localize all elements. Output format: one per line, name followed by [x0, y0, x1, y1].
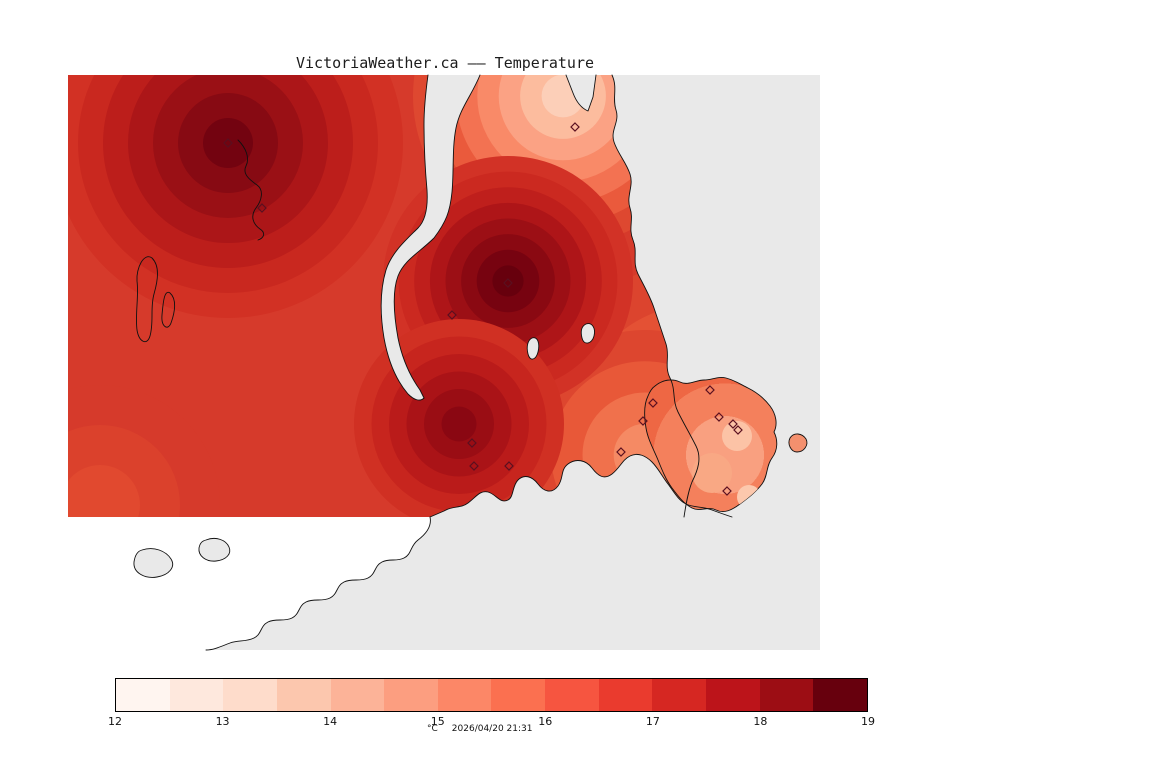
colorbar-segment [169, 679, 224, 711]
contour-band-corner-soft [68, 465, 140, 517]
station-marker [469, 461, 479, 471]
colorbar-segment [598, 679, 653, 711]
lake [526, 337, 540, 360]
station-marker [616, 447, 626, 457]
station-marker [648, 398, 658, 408]
station-marker [467, 438, 477, 448]
station-marker [728, 419, 738, 429]
station-marker [223, 138, 233, 148]
colorbar-segment [116, 679, 170, 711]
lake [580, 323, 595, 344]
colorbar-tick: 14 [323, 715, 338, 728]
station-marker [722, 486, 732, 496]
station-markers [223, 122, 743, 496]
map-title: VictoriaWeather.ca —— Temperature [295, 54, 595, 72]
coastline [161, 291, 176, 328]
contour-band-northwest-hot [203, 118, 253, 168]
colorbar-segment [276, 679, 331, 711]
station-marker [638, 416, 648, 426]
colorbar-segment [706, 679, 760, 711]
outside-land-lakes [133, 537, 231, 578]
colorbar-segment [330, 679, 385, 711]
coastline [565, 74, 597, 112]
station-marker [705, 385, 715, 395]
coastline [429, 453, 733, 518]
colorbar-tick: 15 [430, 715, 445, 728]
island-cool-spot [722, 421, 752, 451]
south-strait-water [430, 454, 732, 517]
coastlines [135, 74, 733, 651]
colorbar-unit-label: °C [427, 724, 438, 734]
colorbar-segments [115, 678, 868, 712]
small-island [788, 433, 808, 453]
colorbar-segment [491, 679, 546, 711]
colorbar-segment [384, 679, 438, 711]
timestamp: 2026/04/20 21:31 [451, 724, 533, 734]
station-marker [504, 461, 514, 471]
island-cool-spots [692, 421, 761, 509]
colorbar-tick: 12 [108, 715, 122, 728]
station-marker [570, 122, 580, 132]
contour-band-central-hot [492, 265, 524, 297]
station-marker [447, 310, 457, 320]
coastal-notch-water [566, 75, 596, 111]
coastline [237, 139, 265, 241]
coastline [611, 74, 700, 518]
colorbar-segment [759, 679, 814, 711]
lake [198, 537, 231, 562]
station-marker [257, 203, 267, 213]
colorbar-segment [437, 679, 492, 711]
colorbar-segment [813, 679, 867, 711]
inlet-water [381, 75, 480, 401]
coastline [205, 516, 431, 651]
colorbar-ticks: 12 13 14 15 16 17 18 19 [108, 715, 875, 730]
coastline [380, 74, 429, 401]
island-cool-spot [692, 453, 732, 493]
contour-band-south-hot [441, 406, 477, 442]
coastline [393, 74, 481, 399]
station-marker [503, 278, 513, 288]
colorbar-tick: 17 [645, 715, 660, 728]
lake [133, 548, 174, 578]
colorbar-tick: 19 [861, 715, 875, 728]
coastline [135, 256, 158, 343]
colorbar: 12 13 14 15 16 17 18 19 [108, 678, 875, 730]
colorbar-segment [223, 679, 277, 711]
colorbar-segment [545, 679, 599, 711]
colorbar-segment [652, 679, 707, 711]
station-marker [733, 425, 743, 435]
colorbar-tick: 13 [215, 715, 230, 728]
colorbar-tick: 16 [538, 715, 553, 728]
station-marker [714, 412, 724, 422]
colorbar-caption: °C 2026/04/20 21:31 [427, 724, 532, 734]
colorbar-tick: 18 [753, 715, 768, 728]
